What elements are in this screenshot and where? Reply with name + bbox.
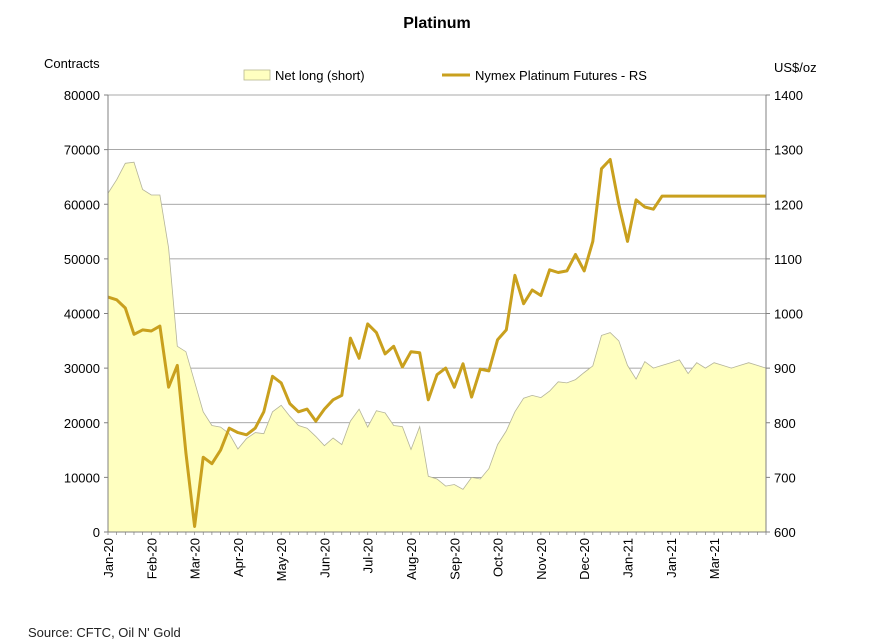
x-tick-label: Oct-20 bbox=[491, 538, 506, 577]
left-axis-ticks: 0 10000 20000 30000 40000 50000 60000 70000 8000… bbox=[64, 88, 108, 540]
right-axis-label: US$/oz bbox=[774, 60, 817, 75]
x-tick-label: Apr-20 bbox=[231, 538, 246, 577]
left-tick-label: 80000 bbox=[64, 88, 100, 103]
x-tick-label: Nov-20 bbox=[534, 538, 549, 580]
platinum-price-line bbox=[107, 158, 766, 528]
right-tick-label: 1000 bbox=[774, 307, 803, 322]
left-tick-label: 10000 bbox=[64, 470, 100, 485]
x-tick-label: Jan-21 bbox=[620, 538, 635, 578]
x-tick-label: Jun-20 bbox=[317, 538, 332, 578]
left-tick-label: 40000 bbox=[64, 307, 100, 322]
right-tick-label: 1400 bbox=[774, 88, 803, 103]
legend-area-swatch bbox=[243, 69, 271, 81]
right-tick-label: 600 bbox=[774, 525, 796, 540]
x-tick-label: Sep-20 bbox=[447, 538, 462, 580]
x-tick-label: Mar-20 bbox=[188, 538, 203, 579]
x-tick-label: Mar-21 bbox=[707, 538, 722, 579]
left-tick-label: 60000 bbox=[64, 197, 100, 212]
right-tick-label: 700 bbox=[774, 470, 796, 485]
x-tick-label: Jan-21 bbox=[664, 538, 679, 578]
legend-label-net-long: Net long (short) bbox=[275, 68, 365, 83]
right-tick-label: 1200 bbox=[774, 197, 803, 212]
right-tick-label: 900 bbox=[774, 361, 796, 376]
x-tick-label: Feb-20 bbox=[144, 538, 159, 579]
x-tick-label: Aug-20 bbox=[404, 538, 419, 580]
right-axis-ticks: 600 700 800 900 1000 1100 1200 1300 1400 bbox=[766, 88, 803, 540]
net-long-area-fill bbox=[107, 161, 767, 533]
source-note: Source: CFTC, Oil N' Gold bbox=[28, 625, 181, 640]
x-tick-label: Jan-20 bbox=[101, 538, 116, 578]
x-axis-ticks: Jan-20 Feb-20 Mar-20 Apr-20 May-20 Jun-20 Jul-… bbox=[101, 532, 767, 581]
legend: Net long (short) Nymex Platinum Futures … bbox=[243, 68, 647, 83]
right-tick-label: 800 bbox=[774, 416, 796, 431]
chart-title: Platinum bbox=[403, 15, 471, 32]
net-long-area bbox=[107, 161, 767, 533]
left-tick-label: 0 bbox=[93, 525, 100, 540]
x-tick-label: Jul-20 bbox=[361, 538, 376, 573]
platinum-price-polyline bbox=[107, 158, 766, 528]
x-tick-label: May-20 bbox=[274, 538, 289, 581]
left-tick-label: 50000 bbox=[64, 252, 100, 267]
left-axis-label: Contracts bbox=[44, 56, 100, 71]
legend-label-platinum-futures: Nymex Platinum Futures - RS bbox=[475, 68, 647, 83]
right-tick-label: 1100 bbox=[774, 252, 802, 267]
left-tick-label: 20000 bbox=[64, 416, 100, 431]
right-tick-label: 1300 bbox=[774, 143, 803, 158]
x-tick-label: Dec-20 bbox=[577, 538, 592, 580]
left-tick-label: 70000 bbox=[64, 143, 100, 158]
left-tick-label: 30000 bbox=[64, 361, 100, 376]
